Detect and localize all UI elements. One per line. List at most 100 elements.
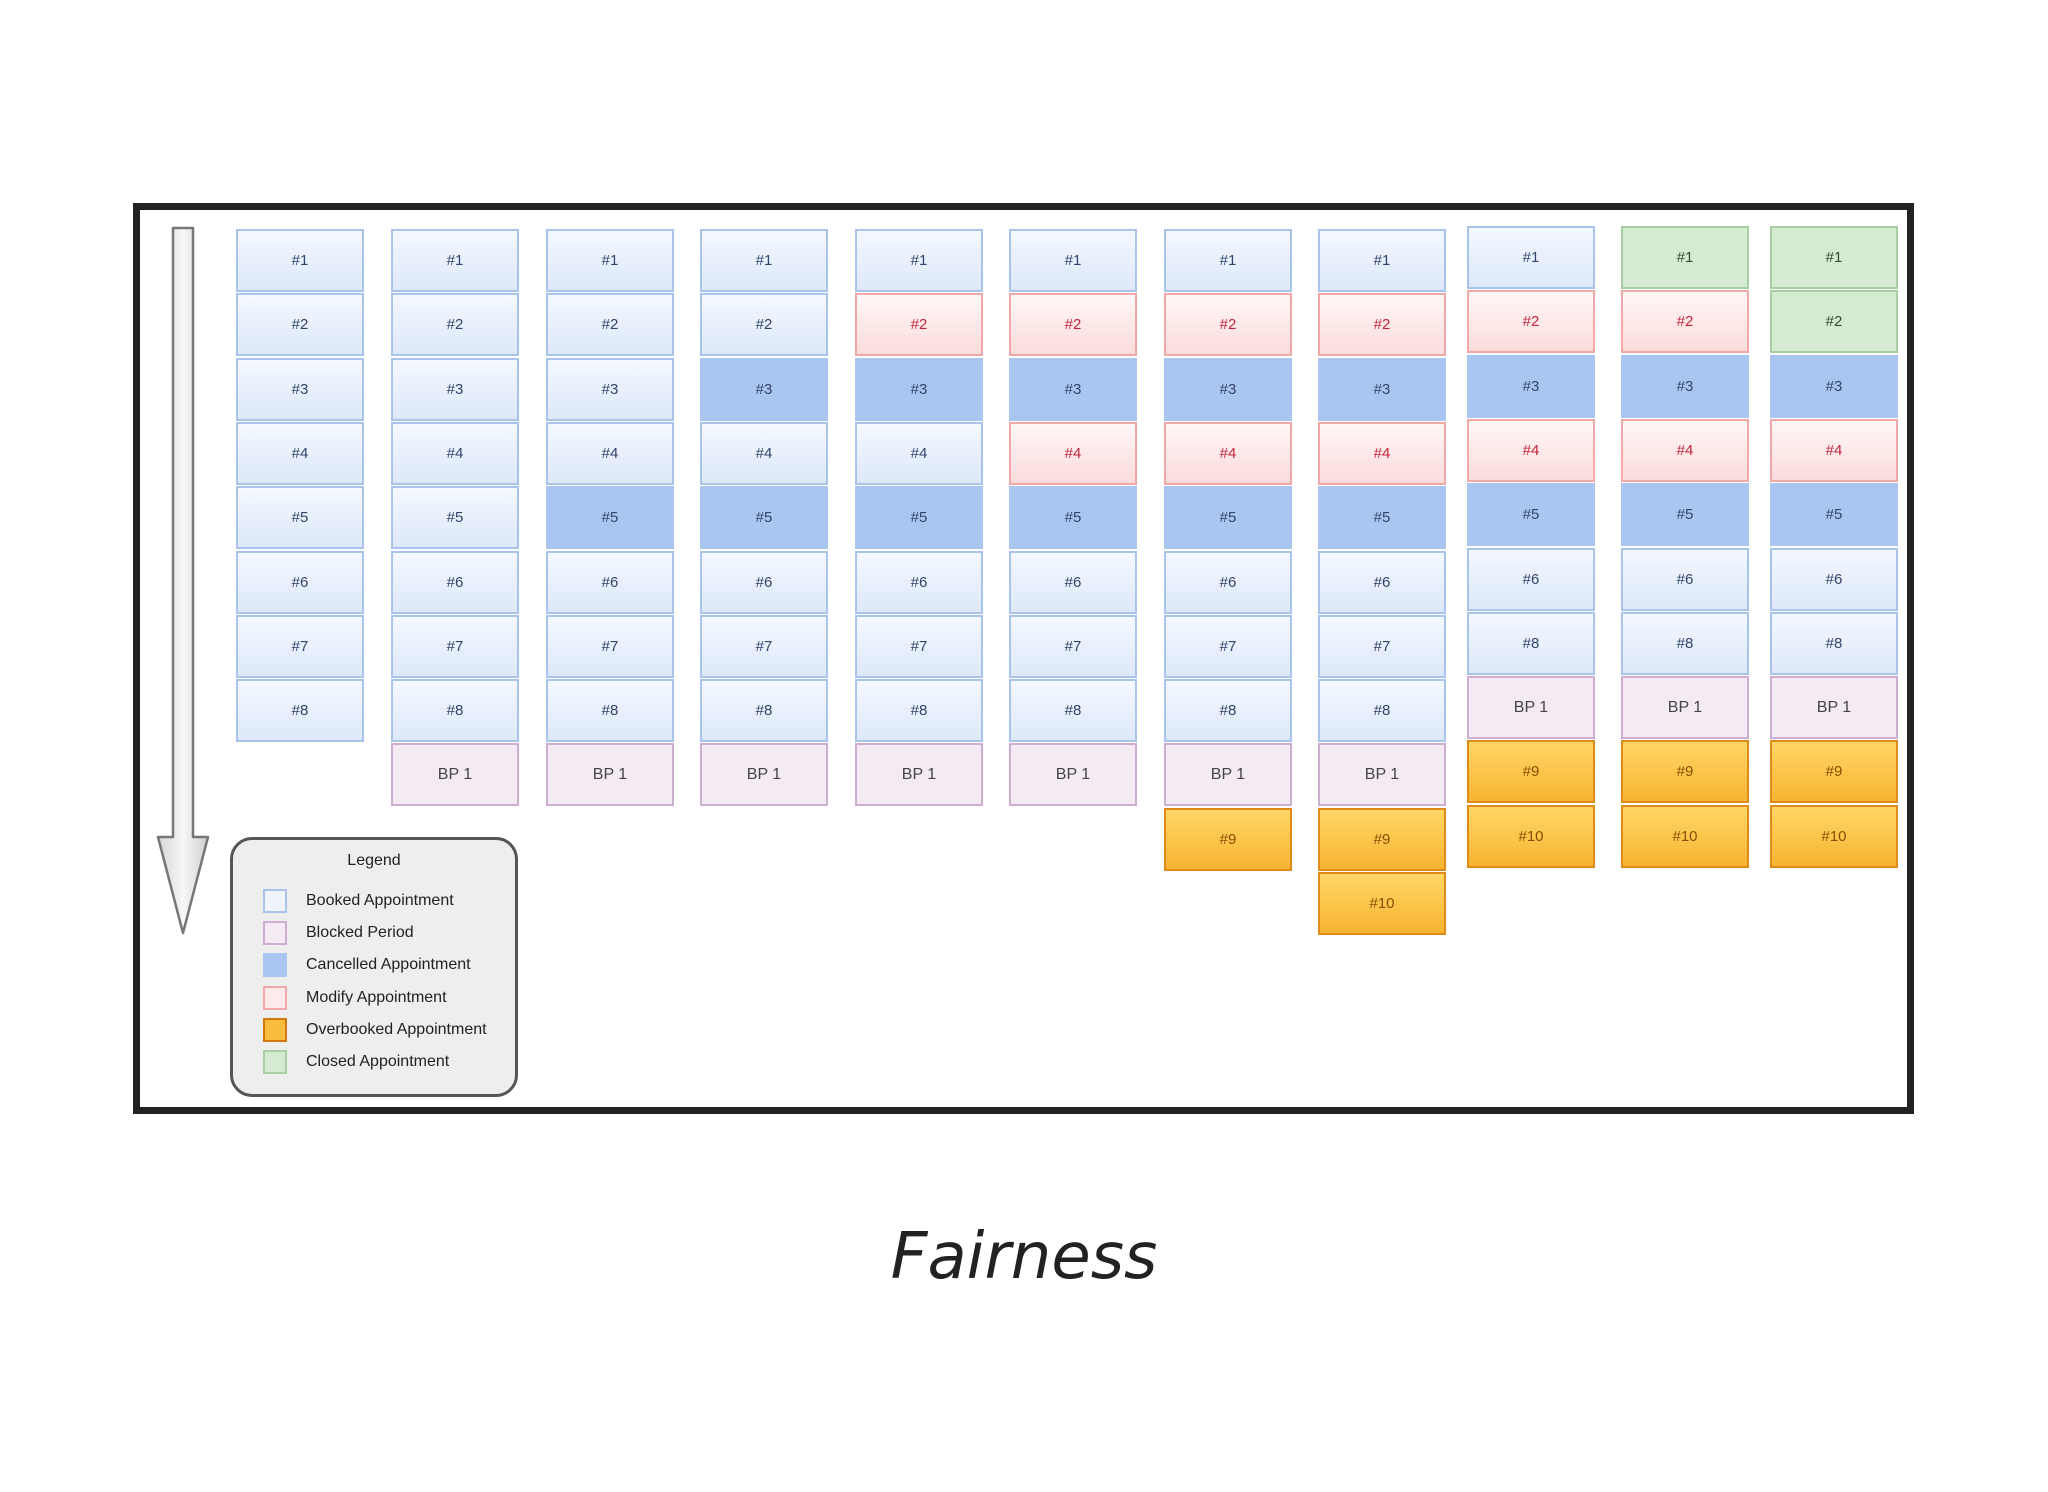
legend-swatch-overbooked xyxy=(263,1018,287,1042)
appointment-slot: #2 xyxy=(236,293,364,356)
legend-label: Modify Appointment xyxy=(306,989,447,1006)
appointment-slot: #6 xyxy=(1467,548,1595,611)
appointment-slot: #6 xyxy=(546,551,674,614)
appointment-slot: #1 xyxy=(236,229,364,292)
appointment-slot: #6 xyxy=(700,551,828,614)
appointment-slot: BP 1 xyxy=(1467,676,1595,739)
appointment-slot: #5 xyxy=(391,486,519,549)
appointment-slot: #3 xyxy=(855,358,983,421)
appointment-slot: #10 xyxy=(1318,872,1446,935)
legend-label: Blocked Period xyxy=(306,924,414,941)
appointment-slot: #2 xyxy=(1770,290,1898,353)
appointment-slot: #4 xyxy=(1318,422,1446,485)
appointment-slot: #2 xyxy=(391,293,519,356)
appointment-slot: #6 xyxy=(236,551,364,614)
appointment-slot: #1 xyxy=(1467,226,1595,289)
legend-swatch-cancelled xyxy=(263,953,287,977)
appointment-slot: #3 xyxy=(1318,358,1446,421)
appointment-slot: #3 xyxy=(546,358,674,421)
appointment-slot: #4 xyxy=(236,422,364,485)
appointment-slot: #9 xyxy=(1467,740,1595,803)
appointment-slot: #1 xyxy=(855,229,983,292)
appointment-slot: #5 xyxy=(236,486,364,549)
appointment-slot: #4 xyxy=(1467,419,1595,482)
appointment-slot: #7 xyxy=(391,615,519,678)
appointment-slot: #1 xyxy=(546,229,674,292)
appointment-slot: #8 xyxy=(1621,612,1749,675)
appointment-slot: #2 xyxy=(1621,290,1749,353)
appointment-slot: #10 xyxy=(1467,805,1595,868)
appointment-slot: #2 xyxy=(1164,293,1292,356)
legend-title: Legend xyxy=(347,852,401,869)
appointment-slot: #3 xyxy=(1009,358,1137,421)
appointment-slot: #8 xyxy=(1009,679,1137,742)
appointment-slot: BP 1 xyxy=(1318,743,1446,806)
appointment-slot: #5 xyxy=(546,486,674,549)
appointment-slot: #1 xyxy=(700,229,828,292)
appointment-slot: #1 xyxy=(1318,229,1446,292)
appointment-slot: #3 xyxy=(1770,355,1898,418)
appointment-slot: #8 xyxy=(546,679,674,742)
appointment-slot: #4 xyxy=(855,422,983,485)
appointment-slot: #9 xyxy=(1621,740,1749,803)
appointment-slot: #9 xyxy=(1318,808,1446,871)
legend-label: Closed Appointment xyxy=(306,1053,450,1070)
appointment-slot: BP 1 xyxy=(855,743,983,806)
appointment-slot: BP 1 xyxy=(546,743,674,806)
appointment-slot: BP 1 xyxy=(391,743,519,806)
legend-swatch-booked xyxy=(263,889,287,913)
appointment-slot: BP 1 xyxy=(1770,676,1898,739)
legend: Legend Booked Appointment Blocked Period… xyxy=(230,837,518,1097)
appointment-slot: #8 xyxy=(236,679,364,742)
appointment-slot: #4 xyxy=(1770,419,1898,482)
appointment-slot: #3 xyxy=(1621,355,1749,418)
appointment-slot: #6 xyxy=(855,551,983,614)
appointment-slot: #7 xyxy=(1164,615,1292,678)
appointment-slot: #5 xyxy=(1467,483,1595,546)
appointment-slot: #6 xyxy=(1164,551,1292,614)
appointment-slot: #4 xyxy=(1164,422,1292,485)
appointment-slot: #6 xyxy=(1009,551,1137,614)
appointment-slot: #5 xyxy=(855,486,983,549)
legend-label: Cancelled Appointment xyxy=(306,956,471,973)
appointment-slot: #8 xyxy=(700,679,828,742)
appointment-slot: #5 xyxy=(1621,483,1749,546)
legend-label: Booked Appointment xyxy=(306,892,454,909)
appointment-slot: BP 1 xyxy=(1164,743,1292,806)
appointment-slot: #1 xyxy=(391,229,519,292)
appointment-slot: #7 xyxy=(700,615,828,678)
appointment-slot: #2 xyxy=(1467,290,1595,353)
appointment-slot: #2 xyxy=(1009,293,1137,356)
appointment-slot: #2 xyxy=(700,293,828,356)
appointment-slot: #6 xyxy=(391,551,519,614)
appointment-slot: #4 xyxy=(546,422,674,485)
appointment-slot: #5 xyxy=(1009,486,1137,549)
legend-item-modify: Modify Appointment xyxy=(263,985,447,1011)
legend-swatch-blocked xyxy=(263,921,287,945)
appointment-slot: BP 1 xyxy=(1621,676,1749,739)
time-flow-arrow-icon xyxy=(156,226,210,935)
appointment-slot: #6 xyxy=(1318,551,1446,614)
appointment-slot: #2 xyxy=(546,293,674,356)
appointment-slot: #4 xyxy=(391,422,519,485)
appointment-slot: #5 xyxy=(1318,486,1446,549)
appointment-slot: #10 xyxy=(1770,805,1898,868)
appointment-slot: #6 xyxy=(1621,548,1749,611)
appointment-slot: #8 xyxy=(1164,679,1292,742)
legend-item-cancelled: Cancelled Appointment xyxy=(263,952,471,978)
legend-label: Overbooked Appointment xyxy=(306,1021,487,1038)
appointment-slot: #3 xyxy=(1164,358,1292,421)
appointment-slot: #5 xyxy=(1164,486,1292,549)
appointment-slot: #2 xyxy=(855,293,983,356)
appointment-slot: #1 xyxy=(1770,226,1898,289)
appointment-slot: #1 xyxy=(1621,226,1749,289)
appointment-slot: BP 1 xyxy=(1009,743,1137,806)
legend-swatch-modify xyxy=(263,986,287,1010)
appointment-slot: #4 xyxy=(1009,422,1137,485)
legend-item-booked: Booked Appointment xyxy=(263,888,454,914)
appointment-slot: #8 xyxy=(1770,612,1898,675)
appointment-slot: #10 xyxy=(1621,805,1749,868)
appointment-slot: #7 xyxy=(236,615,364,678)
appointment-slot: #7 xyxy=(546,615,674,678)
appointment-slot: #3 xyxy=(1467,355,1595,418)
